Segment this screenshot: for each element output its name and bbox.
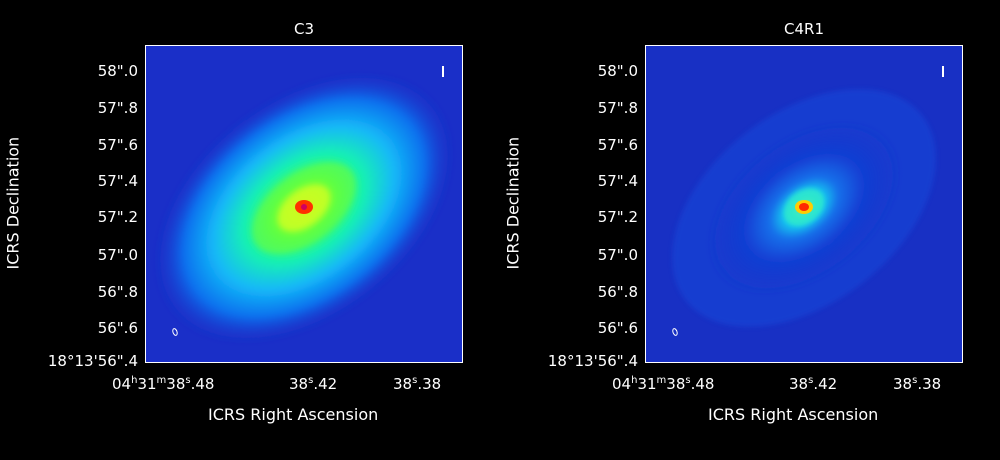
y-tick: 57".6 xyxy=(97,136,138,154)
x-tick: 38s.42 xyxy=(789,375,838,393)
x-axis-label: ICRS Right Ascension xyxy=(708,405,879,424)
x-tick: 04h31m38s.48 xyxy=(612,375,715,393)
y-tick: 18°13'56".4 xyxy=(47,352,138,370)
x-tick: 04h31m38s.48 xyxy=(112,375,215,393)
y-tick: 56".8 xyxy=(97,283,138,301)
scale-bar xyxy=(442,66,444,77)
y-tick: 58".0 xyxy=(597,62,638,80)
y-tick: 57".4 xyxy=(97,172,138,190)
y-tick: 57".0 xyxy=(97,246,138,264)
x-tick: 38s.42 xyxy=(289,375,338,393)
c4r1-intensity-map xyxy=(646,46,962,362)
y-tick: 57".2 xyxy=(97,208,138,226)
image-frame xyxy=(145,45,463,363)
x-tick: 38s.38 xyxy=(893,375,942,393)
panel-c4r1: C4R1 ICRS Declination 58".0 57".8 57".6 … xyxy=(500,0,1000,460)
y-tick: 57".8 xyxy=(597,99,638,117)
y-tick: 56".8 xyxy=(597,283,638,301)
y-tick: 58".0 xyxy=(97,62,138,80)
y-tick: 57".6 xyxy=(597,136,638,154)
y-tick: 57".0 xyxy=(597,246,638,264)
y-tick: 57".2 xyxy=(597,208,638,226)
c3-intensity-map xyxy=(146,46,462,362)
x-axis-label: ICRS Right Ascension xyxy=(208,405,379,424)
scale-bar xyxy=(942,66,944,77)
y-tick: 57".8 xyxy=(97,99,138,117)
beam-ellipse xyxy=(672,328,678,336)
panel-c3: C3 ICRS Declination 58".0 57".8 57".6 57… xyxy=(4,20,463,424)
panel-title: C4R1 xyxy=(784,20,824,38)
beam-ellipse xyxy=(172,328,178,336)
y-tick: 57".4 xyxy=(597,172,638,190)
image-frame xyxy=(645,45,963,363)
y-tick: 56".6 xyxy=(97,319,138,337)
y-tick: 56".6 xyxy=(597,319,638,337)
panel-title: C3 xyxy=(293,20,315,38)
x-tick: 38s.38 xyxy=(393,375,442,393)
y-tick: 18°13'56".4 xyxy=(547,352,638,370)
